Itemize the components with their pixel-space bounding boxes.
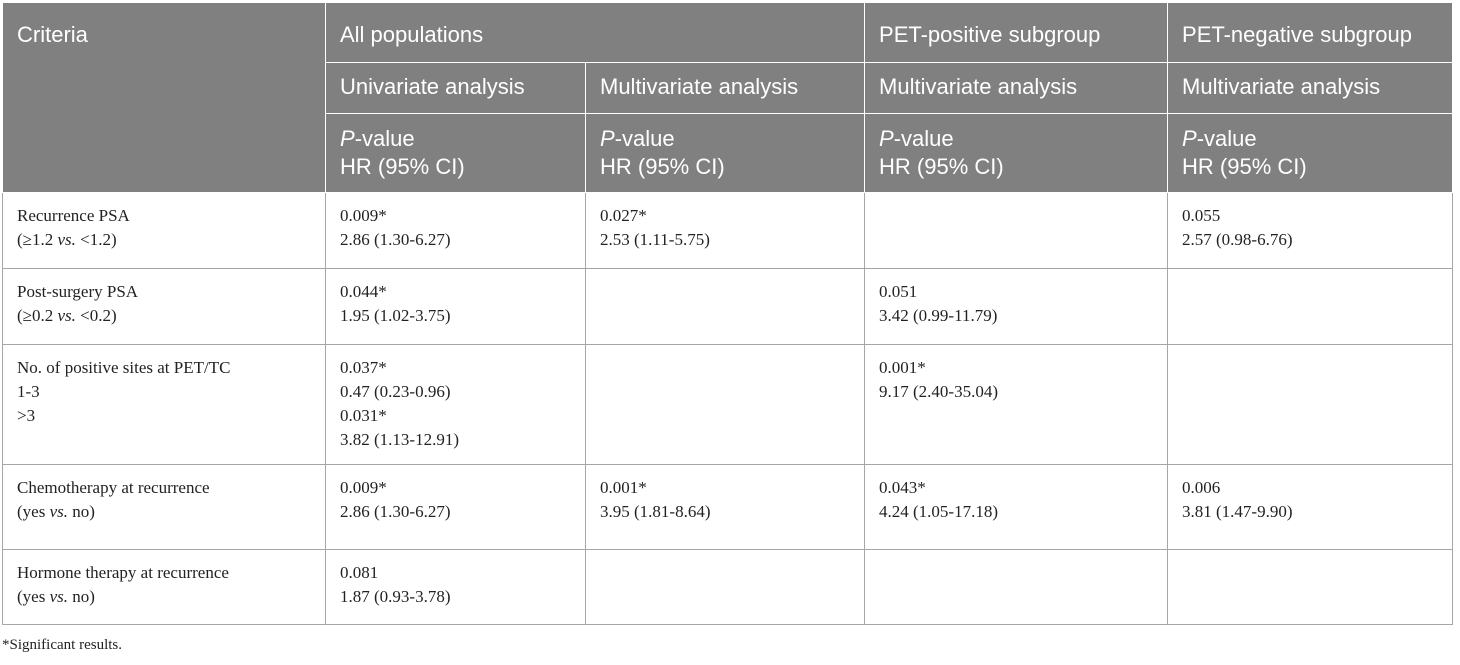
multivariate-pet-positive-cell: 0.001* 9.17 (2.40-35.04) (864, 344, 1169, 465)
multivariate-all-cell: 0.001* 3.95 (1.81-8.64) (584, 464, 866, 550)
header-pet-positive: PET-positive subgroup (864, 2, 1169, 63)
table-row: Post-surgery PSA (≥0.2 vs. <0.2) 0.044* … (2, 268, 1454, 345)
univariate-cell: 0.037* 0.47 (0.23-0.96) 0.031* 3.82 (1.1… (325, 344, 586, 465)
header-pet-negative: PET-negative subgroup (1167, 2, 1454, 63)
univariate-cell: 0.081 1.87 (0.93-3.78) (325, 549, 586, 625)
header-multivariate-all: Multivariate analysis (584, 62, 866, 114)
multivariate-all-cell (584, 268, 866, 345)
header-row-analysis: Univariate analysis Multivariate analysi… (3, 62, 1454, 114)
header-row-groups: Criteria All populations PET-positive su… (2, 2, 1454, 193)
p-rest: -value (893, 126, 954, 151)
criteria-cell: Chemotherapy at recurrence (yes vs. no) (2, 464, 326, 550)
table-row: Hormone therapy at recurrence (yes vs. n… (2, 549, 1454, 625)
header-measure: P-value HR (95% CI) (325, 113, 586, 193)
univariate-cell: 0.009* 2.86 (1.30-6.27) (325, 464, 586, 550)
table-body: Recurrence PSA (≥1.2 vs. <1.2) 0.009* 2.… (2, 192, 1454, 625)
criteria-cell: Hormone therapy at recurrence (yes vs. n… (2, 549, 326, 625)
multivariate-all-cell (584, 549, 866, 625)
results-table: Criteria All populations PET-positive su… (2, 2, 1454, 625)
p-rest: -value (1196, 126, 1257, 151)
header-measure: P-value HR (95% CI) (864, 113, 1169, 193)
table-row: Recurrence PSA (≥1.2 vs. <1.2) 0.009* 2.… (2, 192, 1454, 269)
criteria-cell: No. of positive sites at PET/TC 1-3 >3 (2, 344, 326, 465)
table-header: Criteria All populations PET-positive su… (2, 2, 1454, 193)
univariate-cell: 0.044* 1.95 (1.02-3.75) (325, 268, 586, 345)
header-univariate: Univariate analysis (325, 62, 586, 114)
p-italic: P (600, 126, 615, 151)
header-multivariate-pet-negative: Multivariate analysis (1167, 62, 1454, 114)
table-row: No. of positive sites at PET/TC 1-3 >3 0… (2, 344, 1454, 465)
multivariate-pet-negative-cell (1167, 549, 1454, 625)
multivariate-all-cell (584, 344, 866, 465)
criteria-cell: Recurrence PSA (≥1.2 vs. <1.2) (2, 192, 326, 269)
footnote: *Significant results. (2, 637, 122, 653)
header-measure: P-value HR (95% CI) (584, 113, 866, 193)
multivariate-all-cell: 0.027* 2.53 (1.11-5.75) (584, 192, 866, 269)
header-multivariate-pet-positive: Multivariate analysis (864, 62, 1169, 114)
hr-label: HR (95% CI) (1182, 154, 1307, 179)
p-rest: -value (614, 126, 675, 151)
multivariate-pet-positive-cell: 0.051 3.42 (0.99-11.79) (864, 268, 1169, 345)
header-criteria: Criteria (2, 2, 326, 193)
hr-label: HR (95% CI) (340, 154, 465, 179)
header-measure: P-value HR (95% CI) (1167, 113, 1454, 193)
header-all-populations: All populations (324, 2, 866, 63)
criteria-cell: Post-surgery PSA (≥0.2 vs. <0.2) (2, 268, 326, 345)
multivariate-pet-negative-cell: 0.055 2.57 (0.98-6.76) (1167, 192, 1454, 269)
multivariate-pet-negative-cell (1167, 268, 1454, 345)
p-rest: -value (354, 126, 415, 151)
table-row: Chemotherapy at recurrence (yes vs. no) … (2, 464, 1454, 550)
p-italic: P (340, 126, 355, 151)
univariate-cell: 0.009* 2.86 (1.30-6.27) (325, 192, 586, 269)
multivariate-pet-negative-cell: 0.006 3.81 (1.47-9.90) (1167, 464, 1454, 550)
hr-label: HR (95% CI) (600, 154, 725, 179)
multivariate-pet-negative-cell (1167, 344, 1454, 465)
multivariate-pet-positive-cell (864, 549, 1169, 625)
p-italic: P (1182, 126, 1197, 151)
multivariate-pet-positive-cell (864, 192, 1169, 269)
p-italic: P (879, 126, 894, 151)
hr-label: HR (95% CI) (879, 154, 1004, 179)
multivariate-pet-positive-cell: 0.043* 4.24 (1.05-17.18) (864, 464, 1169, 550)
